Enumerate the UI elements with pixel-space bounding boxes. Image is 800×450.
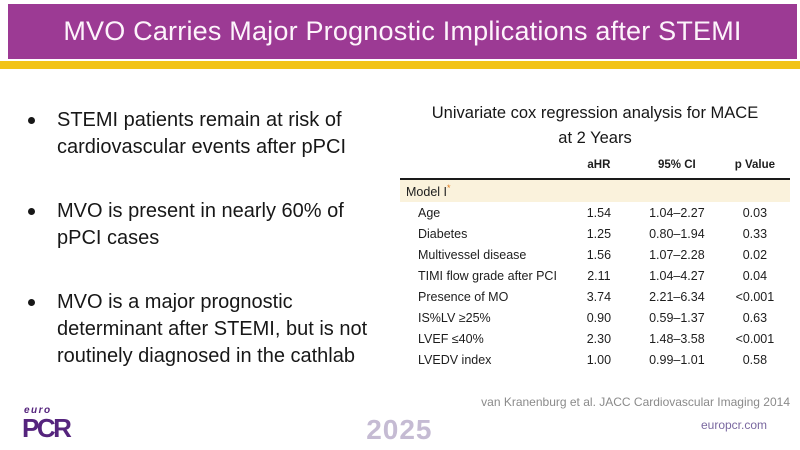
bullet-list: STEMI patients remain at risk of cardiov… (24, 107, 390, 370)
row-ahr: 1.54 (586, 205, 612, 220)
slide-title: MVO Carries Major Prognostic Implication… (63, 16, 742, 46)
row-label: Diabetes (418, 226, 468, 241)
row-label: Presence of MO (418, 289, 509, 304)
row-label: IS%LV ≥25% (418, 310, 491, 325)
table-row: Multivessel disease 1.56 1.07–2.28 0.02 (400, 244, 790, 265)
row-ahr: 1.56 (586, 247, 612, 262)
row-ci: 1.04–2.27 (649, 205, 705, 220)
column-header-pvalue: p Value (719, 157, 790, 180)
logo-pcr-text: PCR (22, 413, 72, 443)
row-ahr: 3.74 (586, 289, 612, 304)
bullet-text: MVO is present in nearly 60% of pPCI cas… (57, 200, 344, 249)
bullet-icon (28, 117, 35, 124)
row-ahr: 2.11 (587, 268, 611, 283)
row-ahr: 1.00 (586, 352, 612, 367)
bullet-item: MVO is a major prognostic determinant af… (24, 289, 390, 370)
europcr-logo: euro PCR (22, 405, 72, 443)
bullet-item: MVO is present in nearly 60% of pPCI cas… (24, 198, 390, 252)
row-label: Age (418, 205, 441, 220)
row-pvalue: 0.33 (742, 226, 768, 241)
slide-footer: euro PCR 2025 van Kranenburg et al. JACC… (0, 388, 800, 450)
citation-text: van Kranenburg et al. JACC Cardiovascula… (481, 395, 790, 409)
row-ci: 1.04–4.27 (649, 268, 705, 283)
row-pvalue: 0.04 (742, 268, 768, 283)
row-ci: 1.07–2.28 (649, 247, 705, 262)
row-ci: 0.59–1.37 (649, 310, 705, 325)
year-label: 2025 (366, 414, 433, 445)
row-label: TIMI flow grade after PCI (418, 268, 557, 283)
row-ahr: 2.30 (586, 331, 612, 346)
bullet-icon (28, 208, 35, 215)
bullet-text: MVO is a major prognostic determinant af… (57, 291, 368, 367)
row-ahr: 1.25 (586, 226, 612, 241)
row-label: LVEDV index (418, 352, 492, 367)
group-note-marker: * (447, 183, 451, 193)
row-ci: 1.48–3.58 (649, 331, 705, 346)
slide-title-bar: MVO Carries Major Prognostic Implication… (8, 4, 797, 59)
row-pvalue: 0.03 (742, 205, 768, 220)
cox-regression-table: aHR 95% CI p Value Model I* Age 1.54 1.0… (400, 157, 790, 370)
bullet-icon (28, 299, 35, 306)
table-row: IS%LV ≥25% 0.90 0.59–1.37 0.63 (400, 307, 790, 328)
table-header-row: aHR 95% CI p Value (400, 157, 790, 180)
row-pvalue: 0.63 (742, 310, 768, 325)
main-content: STEMI patients remain at risk of cardiov… (0, 69, 800, 407)
column-header-ahr: aHR (563, 157, 634, 180)
table-row: Presence of MO 3.74 2.21–6.34 <0.001 (400, 286, 790, 307)
bullet-list-section: STEMI patients remain at risk of cardiov… (0, 69, 398, 407)
row-pvalue: 0.58 (742, 352, 768, 367)
bullet-text: STEMI patients remain at risk of cardiov… (57, 109, 347, 158)
table-row: LVEF ≤40% 2.30 1.48–3.58 <0.001 (400, 328, 790, 349)
table-row: Diabetes 1.25 0.80–1.94 0.33 (400, 223, 790, 244)
logo-euro-text: euro (24, 405, 52, 416)
row-ahr: 0.90 (586, 310, 612, 325)
table-row: LVEDV index 1.00 0.99–1.01 0.58 (400, 349, 790, 370)
table-title-line2: at 2 Years (558, 129, 632, 147)
row-ci: 0.99–1.01 (649, 352, 705, 367)
column-header-ci: 95% CI (633, 157, 720, 180)
regression-table-section: Univariate cox regression analysis for M… (398, 69, 800, 407)
credits: van Kranenburg et al. JACC Cardiovascula… (481, 395, 790, 432)
table-group-row: Model I* (400, 179, 790, 203)
website-link[interactable]: europcr.com (700, 418, 767, 432)
gold-divider (0, 61, 800, 69)
group-label: Model I (406, 185, 447, 200)
row-label: LVEF ≤40% (418, 331, 484, 346)
row-label: Multivessel disease (418, 247, 527, 262)
row-pvalue: <0.001 (735, 331, 775, 346)
bullet-item: STEMI patients remain at risk of cardiov… (24, 107, 390, 161)
row-pvalue: 0.02 (742, 247, 768, 262)
row-ci: 2.21–6.34 (649, 289, 705, 304)
table-row: Age 1.54 1.04–2.27 0.03 (400, 202, 790, 223)
row-pvalue: <0.001 (735, 289, 775, 304)
column-header-empty (400, 157, 564, 180)
table-title-line1: Univariate cox regression analysis for M… (431, 104, 759, 122)
table-title: Univariate cox regression analysis for M… (400, 101, 790, 151)
group-label-cell: Model I* (400, 179, 790, 203)
row-ci: 0.80–1.94 (649, 226, 705, 241)
table-row: TIMI flow grade after PCI 2.11 1.04–4.27… (400, 265, 790, 286)
